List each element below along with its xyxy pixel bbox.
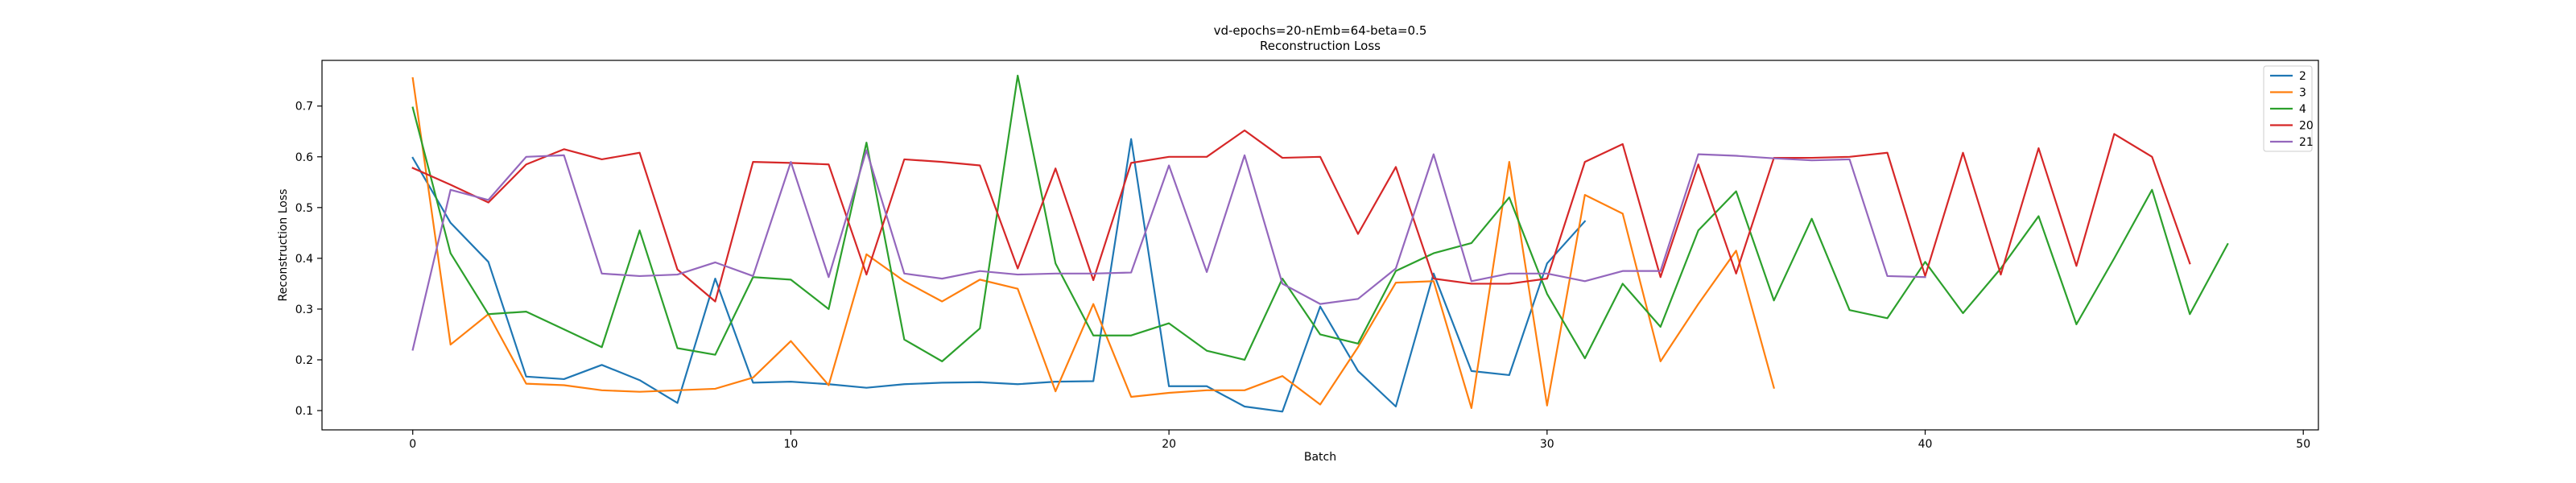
y-tick-label: 0.5 (295, 202, 313, 215)
y-tick-label: 0.2 (295, 354, 313, 367)
series-lines (411, 74, 2229, 413)
y-axis: 0.1 0.2 0.3 0.4 0.5 0.6 0.7 (295, 101, 322, 418)
series-line-4 (411, 74, 2229, 362)
x-tick-label: 50 (2296, 438, 2310, 451)
legend-label: 2 (2299, 70, 2306, 83)
series-line-2 (411, 138, 1587, 413)
series-line-20 (411, 129, 2191, 303)
x-tick-label: 40 (1918, 438, 1933, 451)
legend: 2 3 4 20 21 (2263, 65, 2314, 152)
legend-label: 4 (2299, 103, 2306, 116)
x-tick-label: 0 (409, 438, 416, 451)
y-tick-label: 0.7 (295, 101, 313, 114)
x-tick-label: 20 (1162, 438, 1176, 451)
y-tick-label: 0.3 (295, 303, 313, 316)
chart-subtitle: Reconstruction Loss (1260, 39, 1381, 53)
legend-label: 20 (2299, 120, 2314, 133)
series-line-3 (411, 76, 1775, 409)
plot-frame (321, 60, 2319, 431)
plot-area: 0 10 20 30 40 50 0.1 0.2 0.3 0.4 0.5 0.6 0.7 (295, 60, 2319, 451)
y-tick-label: 0.1 (295, 405, 313, 418)
y-tick-label: 0.4 (295, 253, 313, 266)
legend-item-3: 3 (2270, 87, 2306, 100)
series-line-21 (411, 149, 1926, 351)
legend-label: 3 (2299, 87, 2306, 100)
legend-item-4: 4 (2270, 103, 2306, 116)
x-tick-label: 10 (784, 438, 799, 451)
x-axis: 0 10 20 30 40 50 (409, 430, 2310, 451)
legend-item-2: 2 (2270, 70, 2306, 83)
chart-title: vd-epochs=20-nEmb=64-beta=0.5 (1214, 23, 1427, 38)
y-axis-label: Reconstruction Loss (277, 189, 290, 302)
x-axis-label: Batch (1304, 451, 1336, 464)
legend-item-20: 20 (2270, 120, 2314, 133)
legend-item-21: 21 (2270, 136, 2314, 149)
legend-label: 21 (2299, 136, 2314, 149)
x-tick-label: 30 (1540, 438, 1554, 451)
y-tick-label: 0.6 (295, 151, 313, 164)
